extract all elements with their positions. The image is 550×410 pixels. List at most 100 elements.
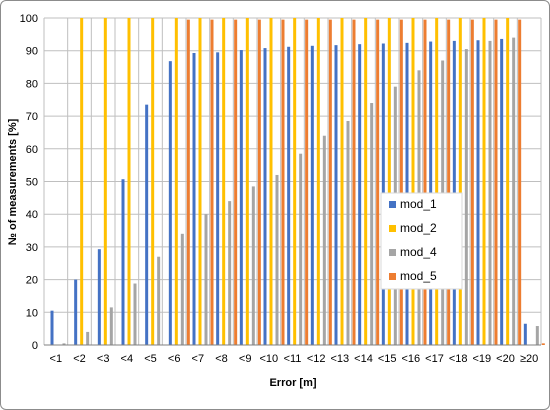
bar-mod_1-12 [334, 45, 338, 346]
bar-mod_2-16 [435, 18, 439, 345]
x-tick-label: <3 [97, 353, 110, 365]
bar-mod_4-17 [464, 49, 468, 345]
bar-mod_2-7 [222, 18, 226, 345]
bar-mod_4-20 [535, 326, 539, 345]
x-tick-label: <5 [144, 353, 157, 365]
x-tick-label: <19 [472, 353, 491, 365]
y-tick-label: 60 [26, 144, 38, 156]
bar-mod_1-4 [145, 104, 149, 345]
legend-label-mod_2: mod_2 [400, 221, 437, 235]
bar-mod_1-9 [263, 48, 267, 346]
x-tick-label: <18 [449, 353, 468, 365]
x-tick-label: <20 [496, 353, 515, 365]
bar-mod_4-6 [204, 214, 208, 345]
bar-mod_4-12 [346, 121, 350, 345]
x-tick-label: <10 [259, 353, 278, 365]
legend-label-mod_4: mod_4 [400, 245, 437, 259]
bar-mod_1-18 [476, 40, 480, 346]
bar-mod_2-19 [506, 18, 510, 345]
bar-mod_5-13 [376, 19, 380, 345]
bar-mod_1-10 [287, 46, 291, 345]
x-tick-label: <4 [121, 353, 134, 365]
bar-mod_2-17 [458, 18, 462, 345]
x-tick-label: <8 [215, 353, 228, 365]
bar-mod_1-19 [500, 38, 504, 345]
bar-mod_1-13 [358, 44, 362, 345]
x-tick-label: <16 [401, 353, 420, 365]
bar-mod_4-5 [180, 233, 184, 345]
y-tick-label: 70 [26, 111, 38, 123]
bar-mod_5-19 [518, 19, 522, 345]
bar-mod_4-8 [251, 186, 255, 345]
bar-mod_5-5 [186, 19, 190, 345]
bar-mod_4-7 [228, 201, 232, 345]
y-tick-label: 10 [26, 307, 38, 319]
bar-mod_5-6 [210, 19, 214, 345]
bar-mod_5-8 [257, 19, 261, 345]
legend-swatch-mod_4 [389, 249, 396, 256]
bar-mod_2-3 [127, 18, 131, 345]
y-axis-title: № of measurements [%] [7, 118, 19, 245]
bar-mod_4-4 [157, 256, 161, 345]
bar-mod_1-20 [523, 323, 527, 345]
bar-mod_2-18 [482, 18, 486, 345]
bar-mod_5-17 [470, 19, 474, 345]
x-tick-label: <11 [284, 353, 302, 365]
bar-mod_2-4 [151, 18, 155, 345]
bar-mod_2-14 [387, 18, 391, 345]
bar-mod_5-11 [328, 19, 332, 345]
bar-mod_1-7 [216, 52, 220, 346]
bar-mod_4-9 [275, 174, 279, 345]
bar-mod_4-1 [86, 331, 90, 345]
bar-mod_1-1 [74, 279, 78, 345]
y-tick-label: 20 [26, 275, 38, 287]
y-tick-label: 50 [26, 177, 38, 189]
bar-mod_1-3 [121, 179, 125, 345]
y-tick-label: 90 [26, 46, 38, 58]
x-tick-label: <6 [168, 353, 181, 365]
bar-mod_2-1 [80, 18, 84, 345]
bar-mod_4-0 [62, 343, 66, 345]
bar-mod_1-0 [50, 310, 54, 345]
bar-mod_4-2 [109, 307, 113, 345]
x-tick-label: <2 [73, 353, 86, 365]
x-tick-label: <7 [192, 353, 205, 365]
bar-mod_2-8 [245, 18, 249, 345]
bar-mod_5-9 [281, 19, 285, 345]
bar-mod_2-12 [340, 18, 344, 345]
x-tick-label: <17 [425, 353, 444, 365]
legend: mod_1 mod_2 mod_4 mod_5 [380, 192, 463, 290]
y-tick-labels: 0 10 20 30 40 50 60 70 80 90 100 [20, 13, 38, 352]
bar-mod_1-11 [310, 45, 314, 346]
legend-swatch-mod_1 [389, 201, 396, 208]
legend-swatch-mod_5 [389, 273, 396, 280]
bar-mod_1-6 [192, 52, 196, 345]
bar-mod_5-15 [423, 19, 427, 345]
bar-mod_2-2 [103, 18, 107, 345]
bar-mod_2-11 [316, 18, 320, 345]
y-tick-label: 40 [26, 209, 38, 221]
bar-mod_5-20 [541, 343, 545, 345]
x-tick-label: ≥20 [520, 353, 538, 365]
bar-mod_5-7 [234, 19, 238, 345]
y-tick-label: 30 [26, 242, 38, 254]
bar-mod_5-14 [399, 19, 403, 345]
bar-mod_4-11 [322, 135, 326, 345]
bar-mod_5-18 [494, 19, 498, 345]
bar-mod_4-10 [299, 153, 303, 345]
x-tick-label: <9 [239, 353, 252, 365]
bar-mod_5-12 [352, 19, 356, 345]
bar-mod_4-13 [370, 103, 374, 346]
bar-mod_5-10 [305, 19, 309, 345]
x-tick-label: <1 [50, 353, 63, 365]
bar-mod_5-16 [447, 19, 451, 345]
x-axis-title: Error [m] [269, 377, 316, 389]
bar-mod_1-2 [97, 249, 101, 345]
bar-mod_2-10 [293, 18, 297, 345]
bar-mod_2-6 [198, 18, 202, 345]
bar-mod_2-5 [174, 18, 178, 345]
x-tick-label: <14 [354, 353, 373, 365]
x-tick-label: <15 [378, 353, 397, 365]
bar-mod_1-5 [168, 61, 172, 345]
